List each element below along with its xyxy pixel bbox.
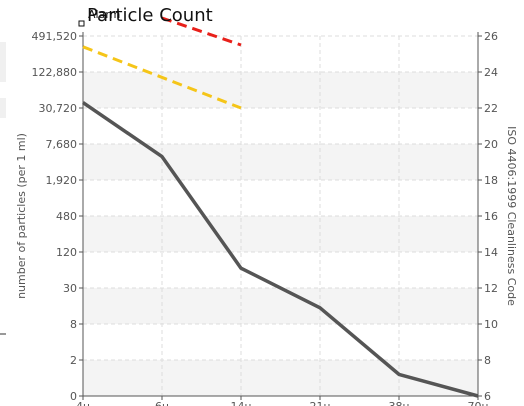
x-axis-ticks: 4μ 6μ 14μ 21μ 38μ 70μ [76, 396, 489, 406]
chart-title: Particle Count [87, 5, 213, 26]
legend-label: Alarm [88, 8, 120, 21]
plot-bands [83, 72, 478, 396]
y2-tick-label: 6 [484, 390, 491, 403]
x-tick-label: 21μ [310, 400, 331, 406]
y2-axis-label: ISO 4406:1999 Cleanliness Code [505, 126, 518, 306]
y-tick-label: 30,720 [39, 102, 78, 115]
y2-tick-label: 18 [484, 174, 498, 187]
y-tick-label: 8 [70, 318, 77, 331]
plot-axes [82, 32, 479, 397]
y2-tick-label: 20 [484, 138, 498, 151]
series-line-1 [82, 45, 242, 110]
plot-band [83, 144, 478, 180]
y2-tick-label: 26 [484, 30, 498, 43]
y-tick-label: 1,920 [46, 174, 78, 187]
x-tick-label: 4μ [76, 400, 90, 406]
y2-tick-label: 16 [484, 210, 498, 223]
legend-swatch [78, 20, 85, 27]
x-tick-label: 70μ [468, 400, 489, 406]
y2-tick-label: 12 [484, 282, 498, 295]
data-series [82, 16, 479, 398]
y-axis-label: number of particles (per 1 ml) [15, 133, 28, 299]
y2-tick-label: 14 [484, 246, 498, 259]
y2-tick-label: 24 [484, 66, 498, 79]
y-tick-label: 122,880 [32, 66, 78, 79]
y-tick-label: 2 [70, 354, 77, 367]
series-line-0 [82, 101, 479, 398]
y-tick-label: 491,520 [32, 30, 78, 43]
plot-band [83, 288, 478, 324]
y2-tick-label: 10 [484, 318, 498, 331]
x-tick-label: 14μ [231, 400, 252, 406]
y-tick-label: 30 [63, 282, 77, 295]
series-line-2 [161, 16, 242, 47]
y-tick-label: 480 [56, 210, 77, 223]
legend: Alarm [78, 8, 120, 27]
plot-band [83, 72, 478, 108]
y-axis-ticks: 0 2 8 30 120 480 1,920 7,680 30,720 122,880 491,52… [32, 30, 83, 403]
x-tick-label: 38μ [389, 400, 410, 406]
left-panel-fragment [0, 42, 6, 82]
y2-tick-label: 8 [484, 354, 491, 367]
plot-band [83, 216, 478, 252]
y-tick-label: 7,680 [46, 138, 78, 151]
left-panel-fragment [0, 98, 6, 118]
y2-tick-label: 22 [484, 102, 498, 115]
y2-axis-ticks: 6 8 10 12 14 16 18 20 22 24 26 [478, 30, 498, 403]
y-tick-label: 0 [70, 390, 77, 403]
x-tick-label: 6μ [155, 400, 169, 406]
y-tick-label: 120 [56, 246, 77, 259]
